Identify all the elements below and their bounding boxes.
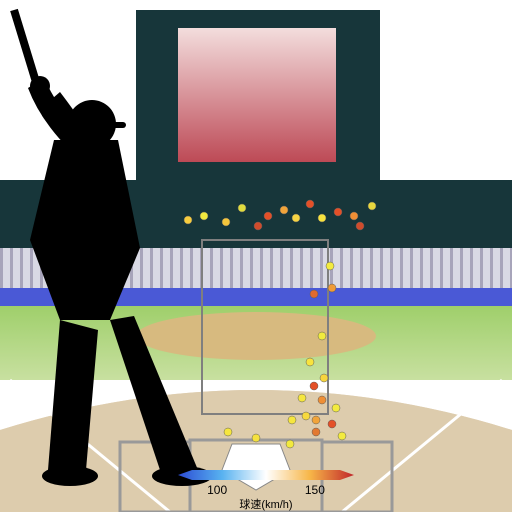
- mound: [136, 312, 376, 360]
- pitch-marker: [292, 214, 300, 222]
- scoreboard-screen: [178, 28, 336, 162]
- pitch-marker: [318, 214, 326, 222]
- pitch-marker: [368, 202, 376, 210]
- pitch-marker: [200, 212, 208, 220]
- pitch-marker: [306, 358, 314, 366]
- pitch-marker: [222, 218, 230, 226]
- pitch-marker: [334, 208, 342, 216]
- pitch-marker: [310, 290, 318, 298]
- pitch-marker: [312, 416, 320, 424]
- pitch-marker: [332, 404, 340, 412]
- pitch-marker: [280, 206, 288, 214]
- pitch-marker: [224, 428, 232, 436]
- pitch-marker: [306, 200, 314, 208]
- pitch-marker: [320, 374, 328, 382]
- pitch-marker: [288, 416, 296, 424]
- colorbar-label: 球速(km/h): [239, 497, 292, 511]
- pitch-marker: [298, 394, 306, 402]
- pitch-marker: [302, 412, 310, 420]
- pitch-marker: [356, 222, 364, 230]
- pitch-marker: [312, 428, 320, 436]
- pitch-marker: [286, 440, 294, 448]
- colorbar-tick: 150: [305, 483, 325, 497]
- colorbar-tick: 100: [207, 483, 227, 497]
- pitch-marker: [318, 396, 326, 404]
- pitch-marker: [318, 332, 326, 340]
- pitch-marker: [350, 212, 358, 220]
- pitch-marker: [328, 420, 336, 428]
- colorbar: [178, 470, 354, 480]
- pitch-marker: [338, 432, 346, 440]
- pitch-marker: [264, 212, 272, 220]
- pitch-marker: [252, 434, 260, 442]
- pitch-marker: [328, 284, 336, 292]
- pitch-marker: [310, 382, 318, 390]
- pitch-marker: [326, 262, 334, 270]
- pitch-marker: [254, 222, 262, 230]
- pitch-marker: [238, 204, 246, 212]
- pitch-chart: 100 150 球速(km/h): [0, 0, 512, 512]
- pitch-marker: [184, 216, 192, 224]
